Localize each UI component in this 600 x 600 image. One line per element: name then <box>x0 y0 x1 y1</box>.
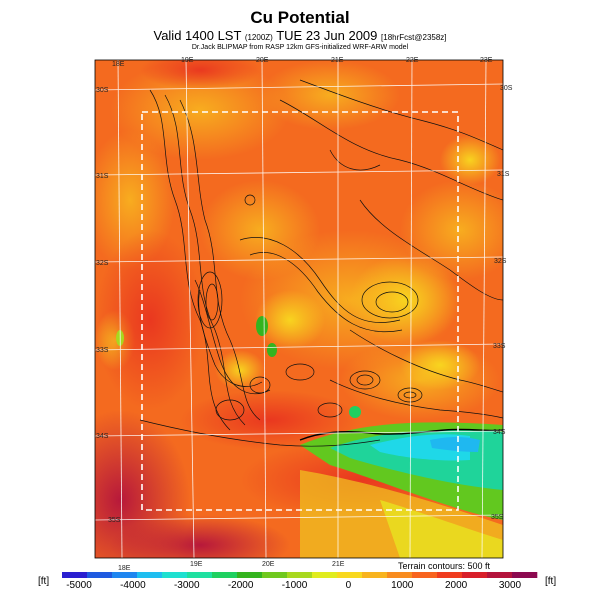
lon-top-label: 22E <box>406 57 419 64</box>
colorbar-unit-left: [ft] <box>38 576 50 587</box>
lon-bottom-label: 19E <box>190 561 203 568</box>
longitude-top-labels: 18E 19E 20E 21E 22E 23E <box>112 57 493 68</box>
lon-top-label: 21E <box>331 57 344 64</box>
colorbar-swatch <box>337 572 363 578</box>
coastline <box>299 428 503 441</box>
colorbar-swatch <box>362 572 388 578</box>
valid-date: TUE 23 Jun 2009 <box>276 28 378 43</box>
lat-lon-grid <box>95 60 503 558</box>
field-shading <box>95 60 503 558</box>
longitude-bottom-labels: 18E 19E 20E 21E <box>118 561 345 572</box>
colorbar-swatch <box>287 572 313 578</box>
colorbar-label: -5000 <box>66 580 92 591</box>
lat-right-label: 35S <box>491 514 504 521</box>
model-credit: Dr.Jack BLIPMAP from RASP 12km GFS-initi… <box>191 44 409 51</box>
colorbar-label: -4000 <box>120 580 146 591</box>
colorbar-swatch <box>512 572 538 578</box>
latitude-left-labels: 30S 31S 32S 33S 34S 35S <box>96 87 121 524</box>
map-frame <box>94 59 504 559</box>
lon-top-label: 18E <box>112 61 125 68</box>
colorbar-swatch <box>237 572 263 578</box>
lat-right-label: 32S <box>494 258 507 265</box>
lat-left-label: 34S <box>96 433 109 440</box>
colorbar-label: -1000 <box>281 580 308 591</box>
lat-right-label: 31S <box>497 171 510 178</box>
valid-time: Valid 1400 LST <box>153 28 242 43</box>
utc-time: (1200Z) <box>244 33 273 42</box>
colorbar-swatch <box>112 572 138 578</box>
colorbar-swatch <box>212 572 238 578</box>
map-subtitle: Valid 1400 LST (1200Z) TUE 23 Jun 2009 [… <box>0 28 600 43</box>
lat-left-label: 32S <box>96 260 109 267</box>
lon-bottom-label: 18E <box>118 565 131 572</box>
lat-right-label: 34S <box>493 429 506 436</box>
map-title: Cu Potential <box>250 8 350 27</box>
lon-bottom-label: 21E <box>332 561 345 568</box>
colorbar-swatch <box>162 572 188 578</box>
colorbar-swatch <box>437 572 463 578</box>
colorbar-label: 0 <box>345 580 352 591</box>
lat-left-label: 30S <box>96 87 109 94</box>
colorbar-swatch <box>312 572 338 578</box>
lat-right-label: 30S <box>500 85 513 92</box>
colorbar-swatch <box>87 572 113 578</box>
lat-right-label: 33S <box>493 343 506 350</box>
colorbar-label: -2000 <box>227 580 254 591</box>
terrain-contour-note: Terrain contours: 500 ft <box>398 561 491 571</box>
terrain-contours <box>139 79 503 447</box>
colorbar-swatch <box>62 572 88 578</box>
colorbar-swatch <box>412 572 438 578</box>
colorbar-label: -3000 <box>173 580 200 591</box>
lon-bottom-label: 20E <box>262 561 275 568</box>
inner-domain-box <box>141 111 459 511</box>
colorbar-swatch <box>262 572 288 578</box>
colorbar-label: 3000 <box>498 580 522 591</box>
colorbar-swatch <box>387 572 413 578</box>
lat-left-label: 33S <box>96 347 109 354</box>
latitude-right-labels: 30S 31S 32S 33S 34S 35S <box>491 85 513 521</box>
colorbar-label: 1000 <box>391 580 414 591</box>
lon-top-label: 19E <box>181 57 194 64</box>
colorbar-swatch <box>187 572 213 578</box>
colorbar <box>62 572 538 578</box>
colorbar-swatch <box>487 572 513 578</box>
colorbar-label: 2000 <box>445 580 468 591</box>
forecast-info: [18hrFcst@2358z] <box>381 33 447 42</box>
colorbar-unit-right: [ft] <box>545 576 557 587</box>
lat-left-label: 31S <box>96 173 109 180</box>
colorbar-swatch <box>462 572 488 578</box>
lat-left-label: 35S <box>108 517 121 524</box>
lon-top-label: 20E <box>256 57 269 64</box>
lon-top-label: 23E <box>480 57 493 64</box>
colorbar-swatch <box>137 572 163 578</box>
